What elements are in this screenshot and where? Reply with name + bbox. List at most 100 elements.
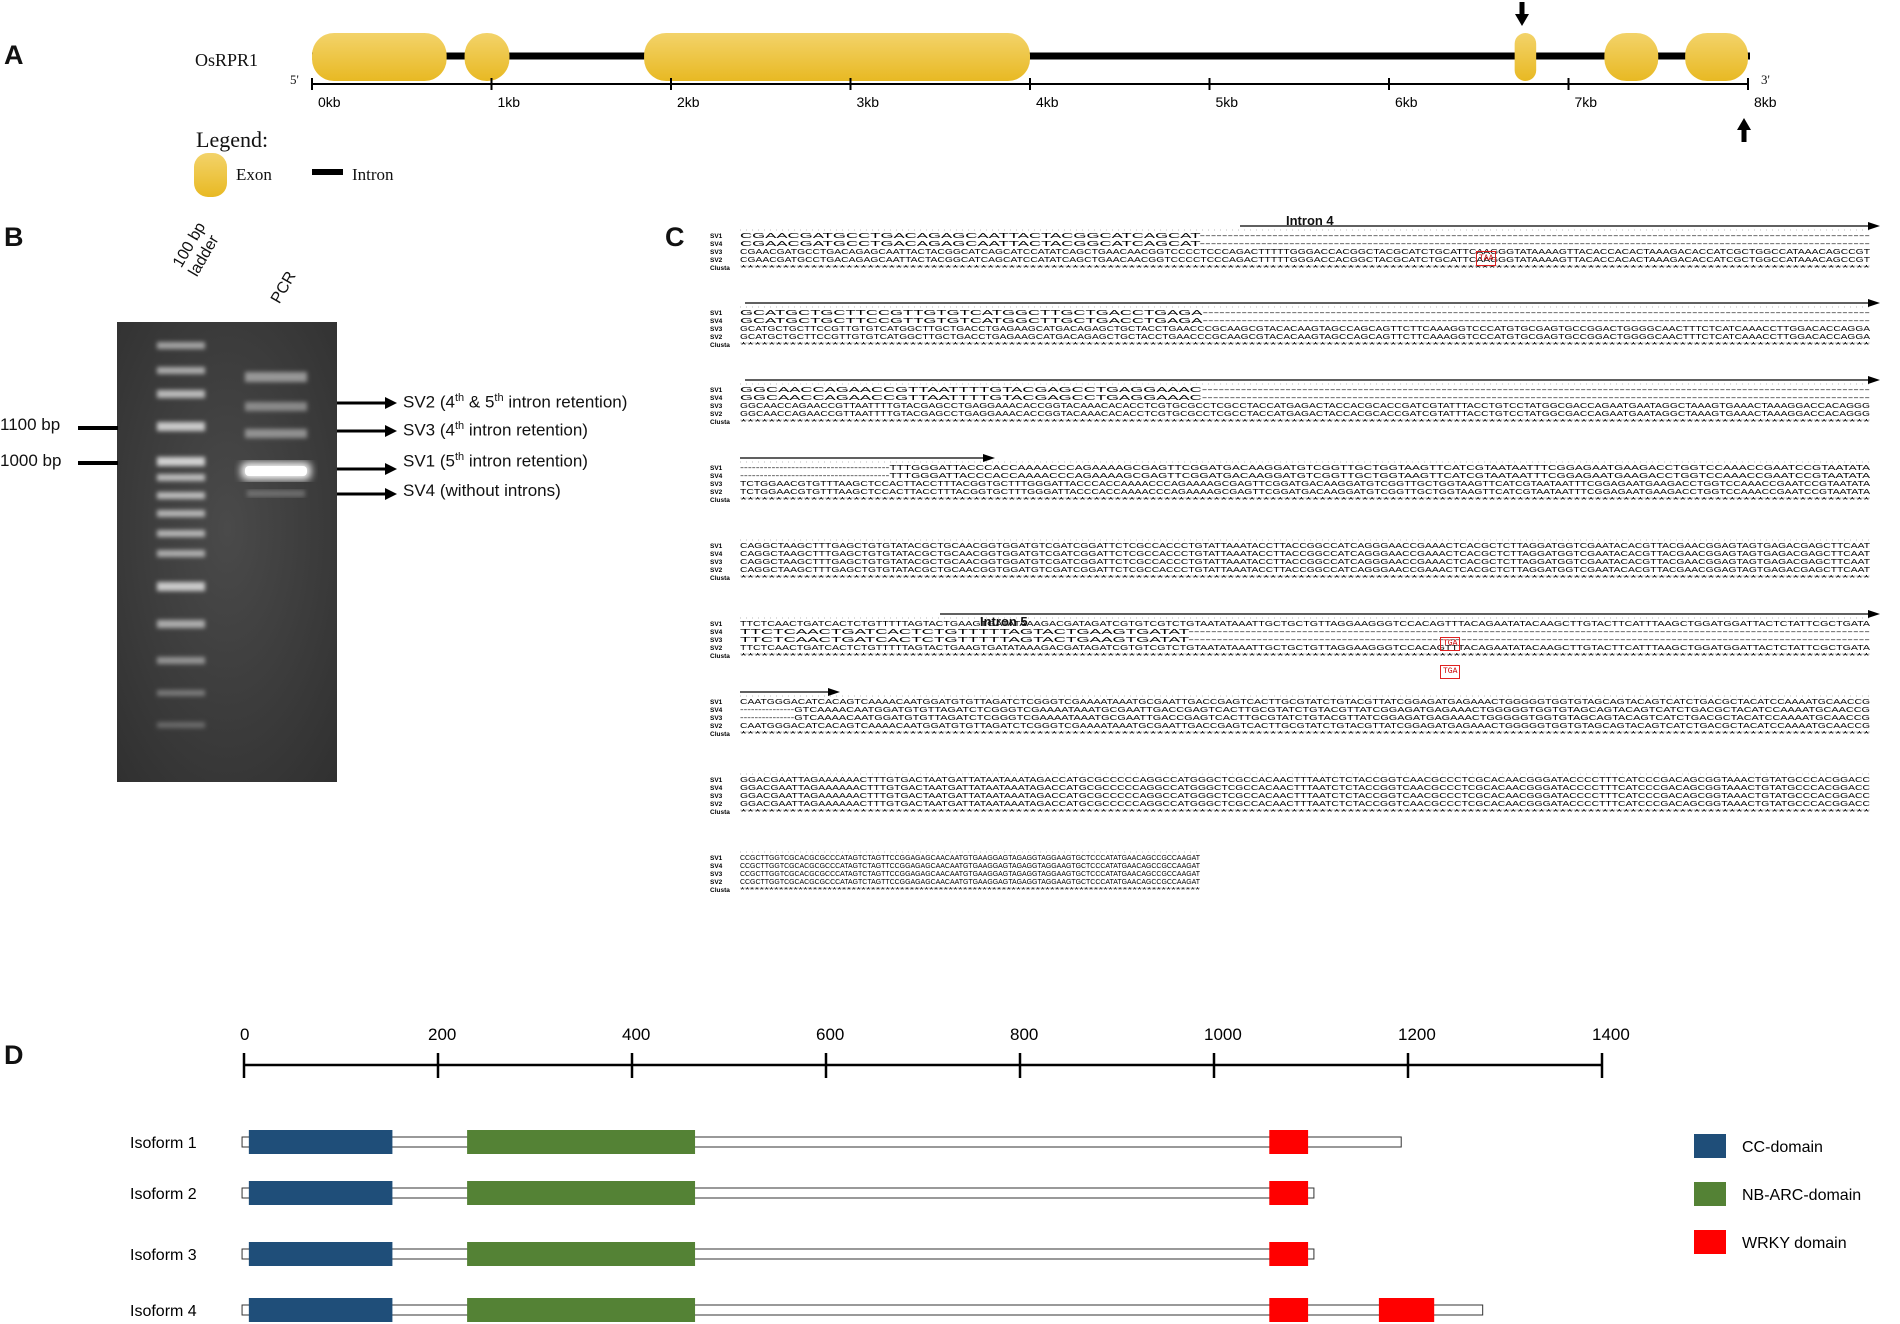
nb-domain-box — [467, 1242, 696, 1266]
five-prime-label: 5' — [290, 72, 299, 87]
alignment-block: SV1 CAGGCTAAGCTTTGAGCTGTGTATACGCTGCAACGGT… — [710, 539, 1871, 582]
band-arrows — [337, 397, 397, 500]
isoform-row: Isoform 2 — [130, 1181, 1315, 1205]
alignment-row-name: SV3 — [710, 249, 723, 256]
alignment-row-name: SV1 — [710, 855, 723, 862]
alignment-row-name: Clusta — [710, 887, 730, 894]
alignment-row-name: SV1 — [710, 233, 723, 240]
alignment-sequence: GGACGAATTAGAAAAAACTTTGTGACTAATGATTATAATA… — [740, 799, 1871, 808]
isoform-backbone — [241, 1136, 1402, 1148]
marker-1100bp-label: 1100 bp — [0, 415, 61, 434]
legend-swatch-wrky — [1694, 1230, 1726, 1254]
panel-letter-b: B — [4, 222, 24, 252]
legend-swatch-cc — [1694, 1134, 1726, 1158]
alignment-sequence: GCATGCTGCTTCCGTTGTGTCATGGCTTGCTGACCTGAGA… — [740, 324, 1870, 333]
alignment-row-name: SV4 — [710, 707, 723, 714]
lane-label-ladder: 100 bp ladder — [170, 219, 223, 280]
gel-image — [117, 322, 337, 782]
alignment-sequence: GCATGCTGCTTCCGTTGTGTCATGGCTTGCTGACCTGAGA… — [740, 308, 1871, 317]
alignment-block: SV1 CCGCTTGGTCGCACGCGCCCATAGTCTAGTTCCGGAG… — [710, 851, 1200, 894]
alignment-sequence: CCGCTTGGTCGCACGCGCCCATAGTCTAGTTCCGGAGAGC… — [740, 877, 1200, 886]
isoform-row: Isoform 1 — [130, 1130, 1402, 1154]
alignment-sequence: ****************************************… — [740, 417, 1870, 426]
alignment-sequence: CAATGGGACATCACAGTCAAAACAATGGATGTGTTAGATC… — [740, 721, 1870, 730]
alignment-block: SV1 GGACGAATTAGAAAAAACTTTGTGACTAATGATTATA… — [710, 773, 1871, 816]
alignment-sequence: CAATGGGACATCACAGTCAAAACAATGGATGTGTTAGATC… — [740, 697, 1870, 706]
isoform-label: Isoform 2 — [130, 1186, 197, 1203]
alignment-row-name: SV1 — [710, 465, 723, 472]
alignment-block: SV1 CGAACGATGCCTGACAGAGCAATTACTACGGCATCAG… — [710, 229, 1871, 272]
alignment-sequence: ****************************************… — [740, 885, 1200, 894]
alignment-block: SV1 TTCTCAACTGATCACTCTGTTTTTAGTACTGAAGTGA… — [710, 617, 1871, 660]
alignment-sequence: ****************************************… — [740, 495, 1870, 504]
alignment-sequence: --------------------------------------TT… — [740, 471, 1870, 480]
alignment-sequence: ****************************************… — [740, 651, 1870, 660]
kb-tick-label: 7kb — [1575, 94, 1598, 110]
alignment-row-name: SV2 — [710, 723, 723, 730]
alignment-row-name: SV2 — [710, 567, 723, 574]
alignment-row-name: SV1 — [710, 387, 723, 394]
band-label-sv3: SV3 (4th intron retention) — [403, 420, 588, 440]
intron4-label: Intron 4 — [1286, 213, 1334, 228]
wrky-domain-box — [1269, 1181, 1309, 1205]
alignment-sequence: ****************************************… — [740, 729, 1870, 738]
intron-span-arrow-icon — [740, 688, 840, 696]
alignment-sequence: --------------------------------------TT… — [740, 463, 1870, 472]
band-label-sv4: SV4 (without introns) — [403, 481, 561, 500]
axis-tick-label: 0 — [240, 1025, 249, 1044]
alignment-sequence: ---------------GTCAAAACAATGGATGTGTTAGATC… — [740, 713, 1870, 722]
alignment-row-name: SV2 — [710, 257, 723, 264]
exon-5 — [1604, 33, 1659, 81]
axis-tick-label: 200 — [428, 1025, 456, 1044]
band-arrow-sv1-icon — [337, 463, 397, 475]
wrky-domain-box — [1269, 1242, 1309, 1266]
alignment-sequence: GGACGAATTAGAAAAAACTTTGTGACTAATGATTATAATA… — [740, 791, 1871, 800]
alignment-sequence: ****************************************… — [740, 573, 1870, 582]
alignment-sequence: CGAACGATGCCTGACAGAGCAATTACTACGGCATCAGCAT… — [740, 247, 1871, 256]
panel-letter-a: A — [4, 40, 24, 70]
band-arrow-sv3-icon — [337, 425, 397, 437]
alignment-sequence: CCGCTTGGTCGCACGCGCCCATAGTCTAGTTCCGGAGAGC… — [740, 861, 1200, 870]
legend-swatch-nb — [1694, 1182, 1726, 1206]
alignment-row-name: SV1 — [710, 699, 723, 706]
kb-tick-label: 0kb — [318, 94, 341, 110]
cc-domain-box — [248, 1181, 393, 1205]
isoform-label: Isoform 4 — [130, 1303, 197, 1320]
stop-codon-box-3: TGA — [1440, 665, 1461, 679]
alignment-row-name: SV3 — [710, 871, 723, 878]
intron-span-arrow-icon — [740, 454, 995, 462]
alignment-row-name: SV3 — [710, 481, 723, 488]
intron-span-arrow-icon — [745, 376, 1880, 384]
alignment-row-name: SV4 — [710, 551, 723, 558]
alignment-sequence: CCGCTTGGTCGCACGCGCCCATAGTCTAGTTCCGGAGAGC… — [740, 869, 1200, 878]
nb-domain-box — [467, 1181, 696, 1205]
alignment-row-name: SV3 — [710, 715, 723, 722]
alignment-sequence: TCTGGAACGTGTTTAAGCTCCACTTACCTTTACGGTGCTT… — [740, 487, 1870, 496]
alignment-sequence: CCGCTTGGTCGCACGCGCCCATAGTCTAGTTCCGGAGAGC… — [740, 853, 1200, 862]
isoform-row: Isoform 4 — [130, 1298, 1484, 1322]
isoform-row: Isoform 3 — [130, 1242, 1315, 1266]
legend-intron-label: Intron — [352, 165, 394, 184]
alignment-row-name: SV1 — [710, 543, 723, 550]
alignment-row-name: Clusta — [710, 497, 730, 504]
kb-tick-label: 3kb — [857, 94, 880, 110]
gene-name: OsRPR1 — [195, 50, 259, 70]
isoform-backbone — [241, 1187, 1315, 1199]
isoform-backbone — [241, 1248, 1315, 1260]
marker-1000bp-label: 1000 bp — [0, 451, 62, 470]
nb-domain-box — [467, 1130, 696, 1154]
alignment-sequence: GCATGCTGCTTCCGTTGTGTCATGGCTTGCTGACCTGAGA… — [740, 316, 1871, 325]
alignment-sequence: ****************************************… — [740, 340, 1870, 349]
alignment-row-name: SV2 — [710, 489, 723, 496]
panel-letter-d: D — [4, 1040, 24, 1070]
alignment-sequence: CAGGCTAAGCTTTGAGCTGTGTATACGCTGCAACGGTGGA… — [740, 549, 1871, 558]
alignment-sequence: GGACGAATTAGAAAAAACTTTGTGACTAATGATTATAATA… — [740, 783, 1871, 792]
alignment-sequence: TTCTCAACTGATCACTCTGTTTTTAGTACTGAAGTGATAT… — [740, 643, 1870, 652]
stop-codon-box-2: TGA — [1440, 637, 1461, 651]
alignment-row-name: SV2 — [710, 801, 723, 808]
intron-span-arrow-icon — [940, 610, 1880, 618]
alignment-sequence: ****************************************… — [740, 807, 1870, 816]
exon-1 — [312, 33, 447, 81]
alignment-sequence: TTCTCAACTGATCACTCTGTTTTTAGTACTGAAGTGATAT… — [740, 635, 1871, 644]
band-label-sv2: SV2 (4th & 5th intron retention) — [403, 392, 628, 412]
